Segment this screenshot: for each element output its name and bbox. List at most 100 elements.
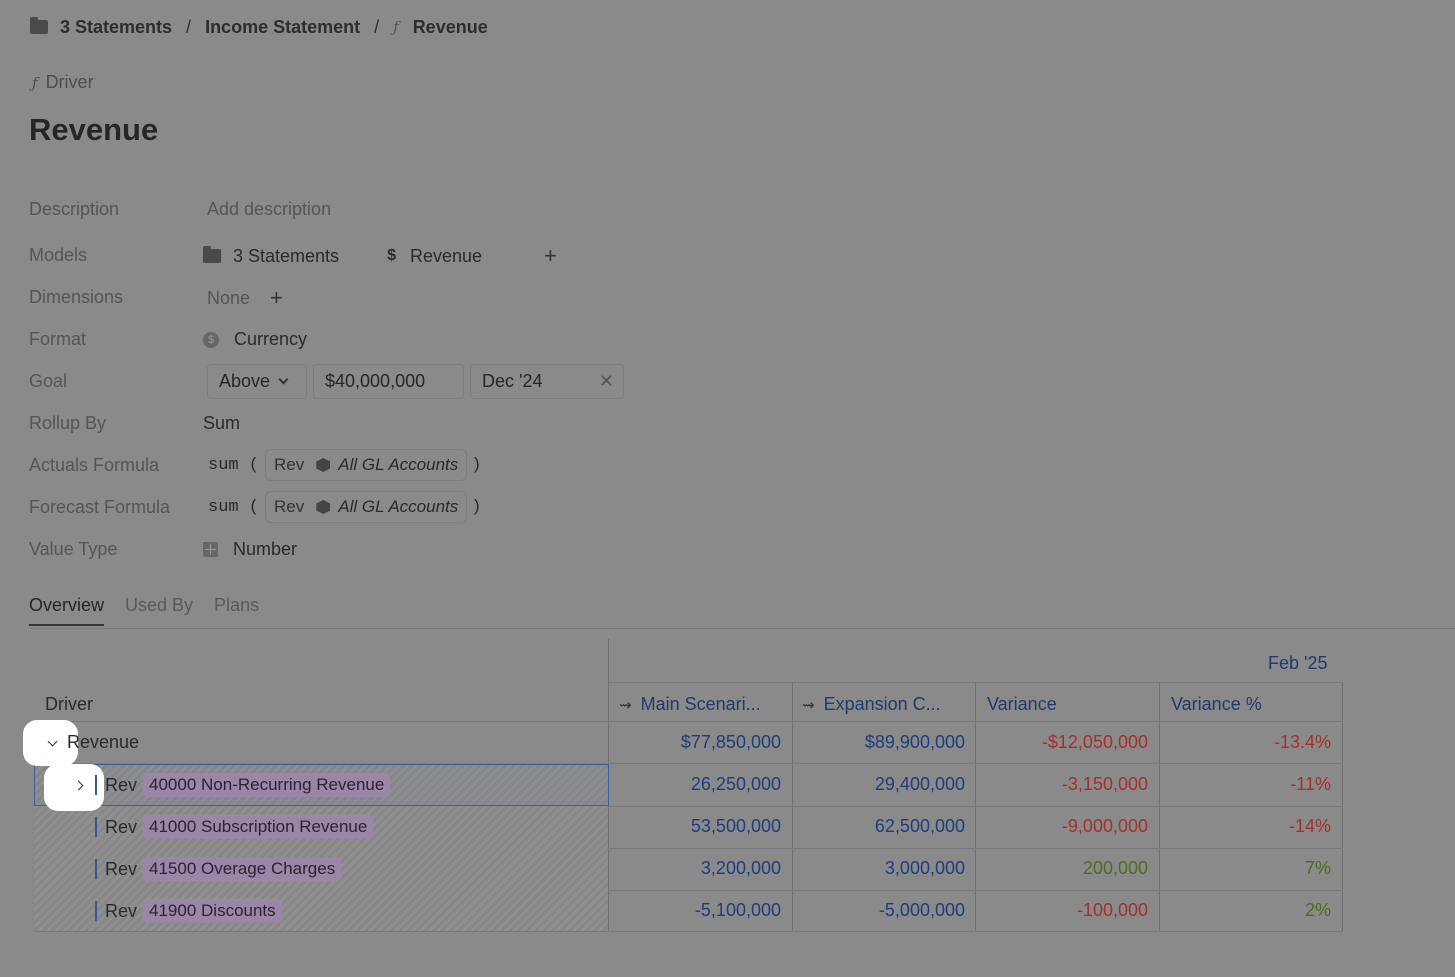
formula-function: sum ( [208, 497, 260, 517]
row-prefix: Rev [105, 816, 138, 837]
row-prefix: Rev [105, 774, 138, 795]
gl-account-tag: 40000 Non-Recurring Revenue [143, 773, 391, 797]
table-cell[interactable]: 200,000 [1082, 858, 1148, 878]
table-cell[interactable]: -100,000 [1076, 900, 1148, 920]
dollar-icon: $ [387, 247, 396, 264]
row-indicator [95, 859, 97, 879]
table-row-label[interactable]: Rev 40000 Non-Recurring Revenue [95, 773, 391, 797]
page-title: Revenue [29, 112, 159, 147]
formula-function: sum ( [208, 455, 260, 475]
forecast-formula-editor[interactable]: sum ( Rev All GL Accounts ) [208, 491, 481, 523]
table-divider [1342, 682, 1343, 932]
formula-ref-label: Rev [274, 455, 305, 474]
row-prefix: Rev [105, 858, 138, 879]
chevron-down-icon [278, 374, 289, 385]
table-cell[interactable]: 53,500,000 [690, 816, 781, 836]
value-type-selector[interactable]: Number [203, 539, 297, 560]
row-prefix: Rev [105, 900, 138, 921]
goal-date-input[interactable]: Dec '24 ✕ [470, 364, 624, 399]
table-row-label[interactable]: Rev 41000 Subscription Revenue [95, 815, 374, 839]
column-header-expansion[interactable]: ⇝ Expansion C... [802, 694, 941, 715]
breadcrumb-item-income-statement[interactable]: Income Statement [205, 16, 361, 37]
gl-account-tag: 41500 Overage Charges [143, 857, 342, 881]
gl-account-tag: 41000 Subscription Revenue [143, 815, 374, 839]
tab-divider [29, 628, 1455, 629]
dimensions-none: None [207, 287, 251, 308]
table-cell[interactable]: -13.4% [1273, 732, 1331, 752]
scenario-icon: ⇝ [802, 696, 815, 714]
table-cell[interactable]: 7% [1304, 858, 1331, 878]
table-cell[interactable]: 2% [1304, 900, 1331, 920]
formula-reference[interactable]: Rev All GL Accounts [265, 449, 468, 481]
rollup-value[interactable]: Sum [203, 413, 241, 433]
row-indicator [95, 817, 97, 837]
table-cell[interactable]: 3,200,000 [700, 858, 781, 878]
goal-label: Goal [29, 371, 68, 391]
table-cell[interactable]: 62,500,000 [874, 816, 965, 836]
actuals-formula-editor[interactable]: sum ( Rev All GL Accounts ) [208, 449, 481, 481]
format-selector[interactable]: $ Currency [203, 329, 307, 350]
models-list: 3 Statements $ Revenue + [203, 245, 557, 267]
scenario-icon: ⇝ [619, 696, 632, 714]
table-cell[interactable]: -5,000,000 [878, 900, 965, 920]
collapse-toggle[interactable] [46, 736, 58, 749]
goal-date-value: Dec '24 [482, 371, 543, 391]
formula-reference[interactable]: Rev All GL Accounts [265, 491, 468, 523]
tab-used-by[interactable]: Used By [125, 595, 194, 615]
table-cell[interactable]: -11% [1290, 774, 1331, 794]
cube-icon [316, 458, 331, 472]
column-header-main-scenario[interactable]: ⇝ Main Scenari... [619, 694, 761, 715]
table-row-label[interactable]: Rev 41500 Overage Charges [95, 857, 342, 881]
breadcrumb-item-revenue[interactable]: Revenue [412, 16, 488, 37]
gl-account-tag: 41900 Discounts [143, 899, 282, 923]
table-cell[interactable]: -5,100,000 [694, 900, 781, 920]
formula-dimension: All GL Accounts [338, 497, 459, 516]
breadcrumb-separator: / [186, 16, 192, 37]
goal-direction-select[interactable]: Above [207, 364, 307, 399]
model-revenue[interactable]: Revenue [409, 245, 483, 266]
driver-kind: ƒ Driver [32, 72, 94, 93]
breadcrumb-item-3-statements[interactable]: 3 Statements [60, 16, 173, 37]
table-divider [792, 682, 793, 932]
formula-close: ) [471, 455, 482, 475]
row-indicator [95, 775, 97, 795]
column-header-variance: Variance [987, 694, 1057, 714]
expand-toggle[interactable] [72, 779, 84, 791]
add-model-button[interactable]: + [544, 243, 557, 268]
table-cell[interactable]: -9,000,000 [1061, 816, 1148, 836]
rollup-label: Rollup By [29, 413, 107, 433]
table-cell[interactable]: -14% [1288, 816, 1331, 836]
table-divider [975, 682, 976, 932]
description-input[interactable]: Add description [207, 199, 332, 219]
row-indicator [95, 901, 97, 921]
table-cell[interactable]: -3,150,000 [1061, 774, 1148, 794]
breadcrumb-separator: / [374, 16, 380, 37]
period-header: Feb '25 [1268, 653, 1328, 673]
table-cell[interactable]: 29,400,000 [874, 774, 965, 794]
table-cell[interactable]: $89,900,000 [864, 732, 965, 752]
dimensions-value: None + [207, 287, 283, 309]
column-header-label: Expansion C... [823, 694, 941, 714]
row-label-revenue[interactable]: Revenue [67, 732, 140, 752]
click-highlight [44, 764, 104, 811]
driver-column-header: Driver [45, 694, 93, 714]
goal-amount-input[interactable]: $40,000,000 [313, 364, 464, 399]
add-dimension-button[interactable]: + [270, 285, 283, 310]
value-type-value: Number [233, 539, 298, 559]
description-label: Description [29, 199, 120, 219]
formula-dimension: All GL Accounts [338, 455, 459, 474]
actuals-formula-label: Actuals Formula [29, 455, 160, 475]
value-type-label: Value Type [29, 539, 118, 559]
model-3-statements[interactable]: 3 Statements [233, 245, 340, 266]
table-cell[interactable]: -$12,050,000 [1041, 732, 1148, 752]
table-row-label[interactable]: Rev 41900 Discounts [95, 899, 282, 923]
function-icon: ƒ [393, 18, 399, 36]
formula-ref-label: Rev [274, 497, 305, 516]
tab-plans[interactable]: Plans [214, 595, 260, 615]
table-cell[interactable]: 3,000,000 [884, 858, 965, 878]
table-divider [34, 890, 1343, 891]
close-icon[interactable]: ✕ [598, 371, 614, 391]
table-cell[interactable]: 26,250,000 [690, 774, 781, 794]
tab-overview[interactable]: Overview [29, 595, 105, 626]
table-cell[interactable]: $77,850,000 [680, 732, 781, 752]
